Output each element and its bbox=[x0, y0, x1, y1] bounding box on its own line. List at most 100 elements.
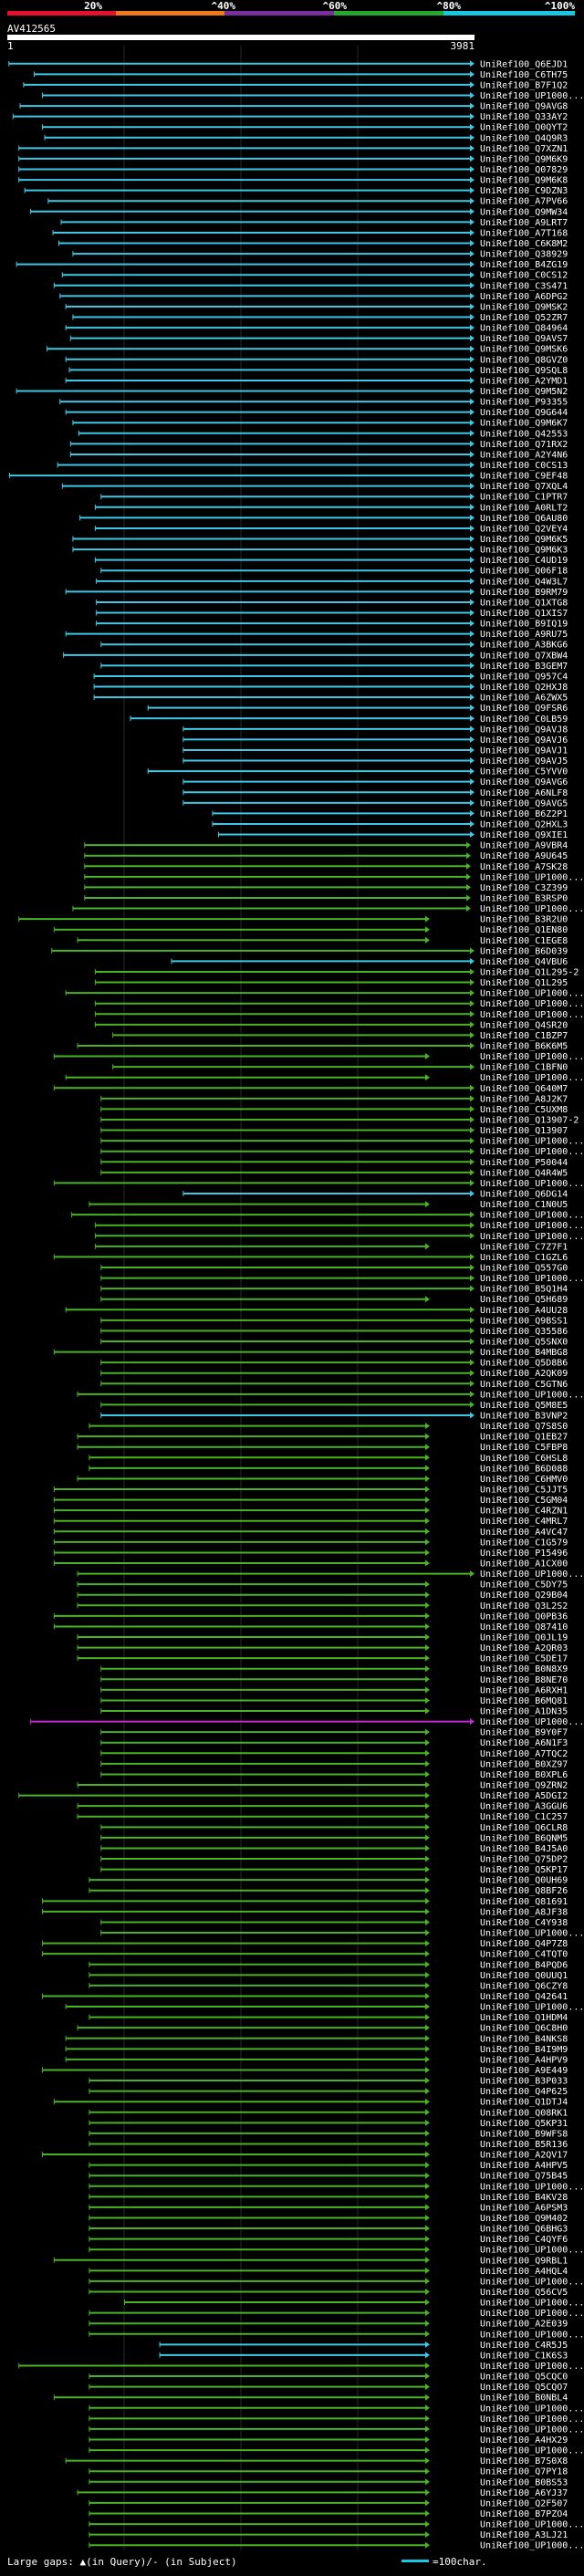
hit-row[interactable]: UniRef100_C3S471 bbox=[53, 281, 568, 291]
hit-row[interactable]: UniRef100_Q75B45 bbox=[89, 2172, 568, 2182]
hit-row[interactable]: UniRef100_C4R5J5 bbox=[159, 2341, 568, 2351]
hit-label[interactable]: UniRef100_B3P033 bbox=[480, 2077, 568, 2087]
hit-label[interactable]: UniRef100_Q9FSR6 bbox=[480, 704, 568, 714]
hit-row[interactable]: UniRef100_Q9AVG8 bbox=[19, 102, 568, 112]
hit-label[interactable]: UniRef100_UP1000... bbox=[480, 1179, 584, 1189]
hit-row[interactable]: UniRef100_Q4R4W5 bbox=[100, 1168, 568, 1178]
hit-label[interactable]: UniRef100_B0XZ97 bbox=[480, 1759, 568, 1769]
hit-label[interactable]: UniRef100_Q8GVZ0 bbox=[480, 355, 568, 365]
hit-label[interactable]: UniRef100_Q0QYT2 bbox=[480, 123, 568, 133]
hit-label[interactable]: UniRef100_Q42553 bbox=[480, 429, 568, 439]
hit-label[interactable]: UniRef100_C1GZL6 bbox=[480, 1253, 568, 1263]
hit-row[interactable]: UniRef100_A2Y4N6 bbox=[69, 450, 568, 460]
hit-label[interactable]: UniRef100_Q1DTJ4 bbox=[480, 2098, 568, 2108]
hit-label[interactable]: UniRef100_Q38929 bbox=[480, 250, 568, 260]
hit-label[interactable]: UniRef100_B6D088 bbox=[480, 1464, 568, 1474]
hit-row[interactable]: UniRef100_UP1000... bbox=[72, 904, 584, 914]
hit-row[interactable]: UniRef100_Q35586 bbox=[100, 1327, 568, 1337]
hit-row[interactable]: UniRef100_UP1000... bbox=[94, 1010, 584, 1020]
hit-row[interactable]: UniRef100_C4RZN1 bbox=[53, 1507, 568, 1517]
hit-row[interactable]: UniRef100_C5UXM8 bbox=[100, 1105, 568, 1115]
hit-label[interactable]: UniRef100_UP1000... bbox=[480, 1052, 584, 1062]
hit-row[interactable]: UniRef100_Q42641 bbox=[41, 1992, 568, 2002]
hit-label[interactable]: UniRef100_Q84964 bbox=[480, 324, 568, 334]
hit-row[interactable]: UniRef100_Q5KP17 bbox=[100, 1865, 568, 1875]
hit-row[interactable]: UniRef100_C1GZL6 bbox=[53, 1253, 568, 1263]
hit-row[interactable]: UniRef100_Q07829 bbox=[18, 165, 568, 175]
hit-label[interactable]: UniRef100_A4HQL4 bbox=[480, 2267, 568, 2277]
hit-label[interactable]: UniRef100_Q6EJD1 bbox=[480, 59, 568, 69]
hit-row[interactable]: UniRef100_UP1000... bbox=[89, 2309, 584, 2319]
hit-label[interactable]: UniRef100_Q9BSS1 bbox=[480, 1316, 568, 1326]
hit-row[interactable]: UniRef100_C0LB59 bbox=[130, 714, 568, 725]
hit-label[interactable]: UniRef100_Q9AVJ8 bbox=[480, 725, 568, 735]
hit-row[interactable]: UniRef100_P93355 bbox=[59, 398, 568, 408]
hit-row[interactable]: UniRef100_UP1000... bbox=[41, 91, 584, 101]
hit-label[interactable]: UniRef100_A2QK09 bbox=[480, 1369, 568, 1379]
hit-row[interactable]: UniRef100_Q9M6K5 bbox=[72, 535, 568, 545]
hit-row[interactable]: UniRef100_Q9RBL1 bbox=[53, 2256, 568, 2266]
hit-row[interactable]: UniRef100_A9E449 bbox=[41, 2066, 568, 2076]
hit-row[interactable]: UniRef100_B9Y0F7 bbox=[100, 1728, 568, 1738]
hit-row[interactable]: UniRef100_A3GGU6 bbox=[77, 1802, 568, 1812]
hit-row[interactable]: UniRef100_Q1XTG8 bbox=[96, 598, 568, 608]
hit-label[interactable]: UniRef100_Q2VEY4 bbox=[480, 524, 568, 534]
hit-row[interactable]: UniRef100_B7F1Q2 bbox=[23, 80, 568, 90]
hit-label[interactable]: UniRef100_B8NE70 bbox=[480, 1675, 568, 1685]
hit-row[interactable]: UniRef100_Q5SNX0 bbox=[100, 1338, 568, 1348]
hit-label[interactable]: UniRef100_Q6C8H0 bbox=[480, 2024, 568, 2034]
hit-label[interactable]: UniRef100_C5GM04 bbox=[480, 1496, 568, 1506]
hit-label[interactable]: UniRef100_A1CX00 bbox=[480, 1559, 568, 1570]
hit-label[interactable]: UniRef100_C1K6S3 bbox=[480, 2351, 568, 2361]
hit-label[interactable]: UniRef100_A4UU28 bbox=[480, 1306, 568, 1316]
hit-row[interactable]: UniRef100_A6NLF8 bbox=[182, 788, 568, 798]
hit-label[interactable]: UniRef100_C5UXM8 bbox=[480, 1105, 568, 1115]
hit-row[interactable]: UniRef100_C4TQT0 bbox=[41, 1950, 568, 1960]
hit-label[interactable]: UniRef100_C1BFN0 bbox=[480, 1063, 568, 1073]
hit-label[interactable]: UniRef100_C9EF48 bbox=[480, 472, 568, 482]
hit-label[interactable]: UniRef100_Q9MSK6 bbox=[480, 345, 568, 355]
hit-row[interactable]: UniRef100_Q71RX2 bbox=[69, 440, 568, 450]
hit-label[interactable]: UniRef100_Q9M6K7 bbox=[480, 419, 568, 429]
hit-row[interactable]: UniRef100_A8J2K7 bbox=[100, 1094, 568, 1104]
hit-row[interactable]: UniRef100_Q9AVJ6 bbox=[182, 735, 568, 746]
hit-row[interactable]: UniRef100_B6K6M5 bbox=[77, 1041, 568, 1051]
hit-row[interactable]: UniRef100_A2QV17 bbox=[41, 2151, 568, 2161]
hit-label[interactable]: UniRef100_C0CS13 bbox=[480, 461, 568, 471]
hit-row[interactable]: UniRef100_Q4P625 bbox=[89, 2087, 568, 2097]
hit-row[interactable]: UniRef100_C5YVV0 bbox=[147, 767, 568, 777]
hit-label[interactable]: UniRef100_Q5CQO7 bbox=[480, 2383, 568, 2393]
hit-label[interactable]: UniRef100_A6N1F3 bbox=[480, 1738, 568, 1748]
hit-row[interactable]: UniRef100_Q6DG14 bbox=[182, 1189, 568, 1199]
hit-label[interactable]: UniRef100_B4PQD6 bbox=[480, 1960, 568, 1970]
hit-label[interactable]: UniRef100_Q9AVS7 bbox=[480, 334, 568, 344]
hit-label[interactable]: UniRef100_C6HMV0 bbox=[480, 1475, 568, 1485]
hit-label[interactable]: UniRef100_Q9G644 bbox=[480, 408, 568, 418]
hit-row[interactable]: UniRef100_A0RLT2 bbox=[94, 503, 568, 513]
hit-label[interactable]: UniRef100_UP1000... bbox=[480, 2446, 584, 2456]
hit-row[interactable]: UniRef100_UP1000... bbox=[84, 872, 584, 882]
hit-row[interactable]: UniRef100_Q640M7 bbox=[53, 1084, 568, 1094]
hit-row[interactable]: UniRef100_UP1000... bbox=[124, 2299, 584, 2309]
hit-label[interactable]: UniRef100_B0BS53 bbox=[480, 2477, 568, 2487]
hit-row[interactable]: UniRef100_Q9M6K7 bbox=[72, 419, 568, 429]
hit-row[interactable]: UniRef100_B6MQ81 bbox=[100, 1696, 568, 1706]
hit-label[interactable]: UniRef100_A4HPV5 bbox=[480, 2161, 568, 2171]
hit-row[interactable]: UniRef100_Q6AU80 bbox=[79, 514, 568, 524]
hit-row[interactable]: UniRef100_B4I9M9 bbox=[65, 2045, 568, 2055]
hit-row[interactable]: UniRef100_UP1000... bbox=[89, 2414, 584, 2425]
hit-label[interactable]: UniRef100_C6K8M2 bbox=[480, 239, 568, 249]
hit-row[interactable]: UniRef100_A9VBR4 bbox=[84, 841, 568, 851]
hit-row[interactable]: UniRef100_UP1000... bbox=[89, 2330, 584, 2340]
hit-label[interactable]: UniRef100_C1C257 bbox=[480, 1812, 568, 1822]
hit-label[interactable]: UniRef100_Q1XTG8 bbox=[480, 598, 568, 608]
hit-label[interactable]: UniRef100_Q6CLR8 bbox=[480, 1823, 568, 1833]
hit-label[interactable]: UniRef100_UP1000... bbox=[480, 1570, 584, 1580]
hit-row[interactable]: UniRef100_A4HPV9 bbox=[65, 2055, 568, 2065]
hit-label[interactable]: UniRef100_UP1000... bbox=[480, 1232, 584, 1242]
hit-row[interactable]: UniRef100_Q0PB36 bbox=[53, 1611, 568, 1622]
hit-label[interactable]: UniRef100_UP1000... bbox=[480, 2541, 584, 2551]
hit-label[interactable]: UniRef100_A3BKG6 bbox=[480, 641, 568, 651]
hit-label[interactable]: UniRef100_C9DZN3 bbox=[480, 186, 568, 196]
hit-label[interactable]: UniRef100_UP1000... bbox=[480, 2182, 584, 2192]
